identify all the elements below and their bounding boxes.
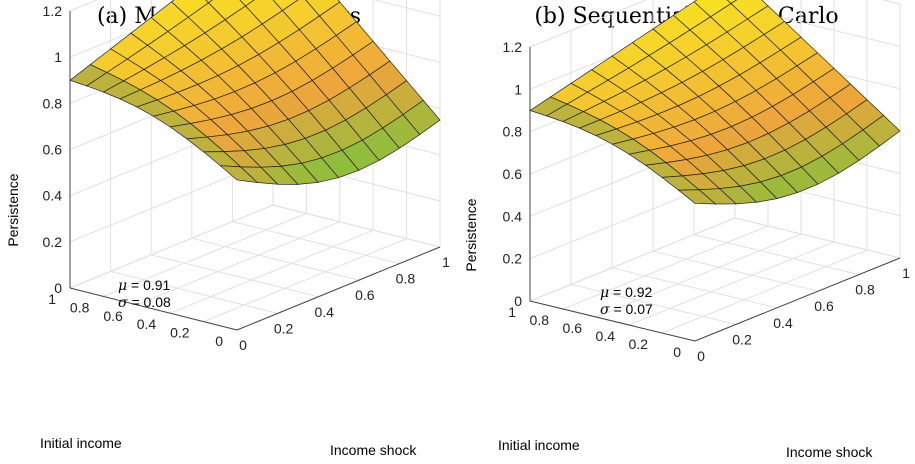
mu-label: μ = 0.92 xyxy=(600,284,653,301)
z-tick-label: 1.2 xyxy=(503,39,523,55)
surface-patch xyxy=(219,165,259,184)
gridline xyxy=(203,238,407,323)
gridline xyxy=(570,283,737,325)
x-tick-label: 1 xyxy=(902,265,910,281)
x-axis-line xyxy=(694,257,901,342)
z-tick-label: 0.8 xyxy=(503,124,523,140)
x-tick-label: 0 xyxy=(697,348,705,364)
sigma-label: σ = 0.08 xyxy=(118,294,171,311)
x-tick-label: 0.6 xyxy=(355,287,375,303)
y-tick-label: 1 xyxy=(48,291,56,307)
z-tick-label: 1 xyxy=(514,81,522,97)
surface-patch xyxy=(239,0,255,7)
y-axis-line xyxy=(529,300,696,342)
surface-patch xyxy=(677,189,717,205)
gridline xyxy=(529,0,648,48)
gridline xyxy=(562,225,769,310)
panel-metropolis-hastings: (a) Metropolis Hastings 00.20.40.60.8100… xyxy=(5,0,450,458)
x-axis-label: Income shock xyxy=(786,444,873,460)
gridline xyxy=(529,217,736,302)
z-axis-label: Persistence xyxy=(463,198,479,271)
y-tick-label: 0.8 xyxy=(530,312,550,328)
stats-annotation: μ = 0.91σ = 0.08 xyxy=(118,277,171,311)
y-tick-label: 0.6 xyxy=(103,308,123,324)
gridline xyxy=(611,267,778,309)
sigma-label: σ = 0.07 xyxy=(600,301,653,318)
x-tick-label: 0.8 xyxy=(855,282,875,298)
surface-plot-metropolis-hastings: 00.20.40.60.8100.20.40.60.8100.20.40.60.… xyxy=(5,0,450,458)
gridline xyxy=(628,241,835,326)
gridline xyxy=(191,237,359,281)
x-tick-label: 0.4 xyxy=(773,315,793,331)
gridline xyxy=(170,229,374,314)
y-tick-label: 1 xyxy=(508,304,516,320)
y-axis-label: Initial income xyxy=(498,437,580,453)
gridline xyxy=(69,204,274,289)
gridline xyxy=(693,234,860,276)
gridline xyxy=(272,204,441,248)
z-tick-label: 0.4 xyxy=(43,188,63,204)
x-axis-label: Income shock xyxy=(330,442,417,458)
z-tick-label: 1 xyxy=(54,49,62,65)
surface xyxy=(529,0,901,205)
x-tick-label: 0.8 xyxy=(396,271,416,287)
gridline xyxy=(136,221,340,306)
z-axis-label: Persistence xyxy=(5,173,21,246)
y-axis-label: Initial income xyxy=(40,435,122,451)
gridline xyxy=(734,217,901,259)
z-tick-label: 0.6 xyxy=(503,166,523,182)
y-axis-line xyxy=(69,287,238,331)
gridline xyxy=(661,249,868,334)
panel-sequential-monte-carlo: (b) Sequential Monte Carlo 00.20.40.60.8… xyxy=(458,0,915,464)
gridline xyxy=(232,221,400,265)
x-tick-label: 0.4 xyxy=(314,304,334,320)
x-tick-label: 0.6 xyxy=(814,298,834,314)
surface-patch xyxy=(205,0,214,4)
gridline xyxy=(151,254,319,298)
surface-patch xyxy=(726,0,738,5)
gridline xyxy=(110,270,278,314)
y-tick-label: 0 xyxy=(215,333,223,349)
gridline xyxy=(103,212,307,297)
x-tick-label: 1 xyxy=(442,254,450,270)
z-tick-label: 0 xyxy=(514,293,522,309)
mu-label: μ = 0.91 xyxy=(118,277,171,294)
x-axis-line xyxy=(236,246,441,331)
z-tick-label: 0.2 xyxy=(503,251,523,267)
y-tick-label: 0.4 xyxy=(596,328,616,344)
x-tick-label: 0 xyxy=(239,337,247,353)
surface-plot-sequential-monte-carlo: 00.20.40.60.8100.20.40.60.8100.20.40.60.… xyxy=(463,0,910,460)
x-tick-label: 0.2 xyxy=(274,320,294,336)
z-tick-label: 0.8 xyxy=(43,95,63,111)
stats-annotation: μ = 0.92σ = 0.07 xyxy=(600,284,653,318)
z-tick-label: 0.2 xyxy=(43,234,63,250)
surface xyxy=(69,0,441,185)
x-tick-label: 0.2 xyxy=(732,331,752,347)
y-tick-label: 0.2 xyxy=(170,325,190,341)
y-tick-label: 0.8 xyxy=(70,299,90,315)
gridline xyxy=(652,250,819,292)
gridline xyxy=(595,233,802,318)
z-tick-label: 0 xyxy=(54,280,62,296)
gridline xyxy=(373,0,441,17)
z-tick-label: 0.6 xyxy=(43,142,63,158)
y-tick-label: 0 xyxy=(673,344,681,360)
y-tick-label: 0.4 xyxy=(137,316,157,332)
y-tick-label: 0.2 xyxy=(629,336,649,352)
y-tick-label: 0.6 xyxy=(563,320,583,336)
z-tick-label: 1.2 xyxy=(43,3,63,19)
z-tick-label: 0.4 xyxy=(503,208,523,224)
